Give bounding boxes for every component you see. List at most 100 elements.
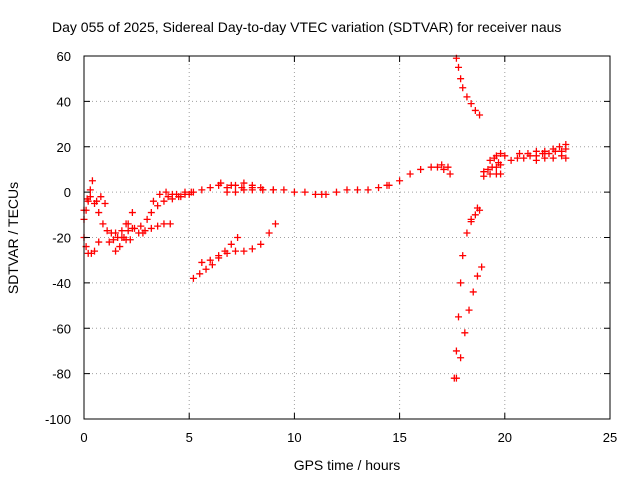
data-point: [311, 190, 319, 198]
data-point: [118, 227, 126, 235]
data-point: [433, 163, 441, 171]
data-point: [417, 165, 425, 173]
data-point: [364, 186, 372, 194]
data-point: [162, 188, 170, 196]
data-point: [484, 165, 492, 173]
data-point: [116, 243, 124, 251]
data-marks: [80, 54, 570, 382]
data-point: [240, 247, 248, 255]
x-tick-label: 5: [186, 430, 193, 445]
series-arc-13: [189, 234, 242, 282]
data-point: [457, 279, 465, 287]
data-point: [516, 150, 524, 158]
data-point: [507, 156, 515, 164]
data-point: [476, 111, 484, 119]
plot-frame: [83, 55, 611, 420]
data-point: [95, 238, 103, 246]
data-point: [234, 234, 242, 241]
data-point: [438, 161, 446, 169]
data-point: [301, 188, 309, 196]
data-point: [166, 220, 174, 228]
data-point: [189, 188, 197, 196]
series-arc-23: [480, 170, 505, 180]
series-arc-20: [452, 263, 486, 382]
series-arc-21: [467, 206, 484, 226]
data-point: [143, 215, 151, 223]
data-point: [198, 258, 206, 266]
data-point: [137, 222, 145, 230]
data-point: [231, 247, 239, 255]
data-point: [259, 186, 267, 194]
y-tick-label: -40: [52, 276, 71, 291]
data-point: [343, 186, 351, 194]
data-point: [354, 186, 362, 194]
data-point: [461, 329, 469, 337]
series-arc-16: [385, 161, 452, 189]
data-point: [497, 150, 505, 158]
data-point: [149, 197, 157, 205]
data-point: [109, 236, 117, 244]
data-point: [227, 181, 235, 189]
data-point: [444, 163, 452, 171]
data-point: [494, 159, 502, 167]
data-point: [427, 163, 435, 171]
data-point: [257, 240, 265, 248]
series-arc-15: [322, 181, 391, 198]
data-point: [545, 150, 553, 158]
data-point: [486, 170, 494, 178]
data-point: [189, 274, 197, 282]
data-point: [459, 252, 467, 260]
data-point: [322, 190, 330, 198]
data-point: [160, 220, 168, 228]
data-point: [486, 156, 494, 164]
data-point: [562, 154, 570, 162]
chart-title: Day 055 of 2025, Sidereal Day-to-day VTE…: [52, 19, 561, 35]
y-tick-label: 0: [64, 185, 71, 200]
data-point: [181, 188, 189, 196]
data-point: [497, 170, 505, 178]
data-point: [126, 236, 134, 244]
data-point: [215, 252, 223, 260]
data-point: [112, 247, 120, 255]
data-point: [473, 272, 481, 280]
data-point: [164, 193, 172, 201]
data-point: [202, 265, 210, 273]
series-arc-27: [516, 140, 570, 158]
grid-lines: [84, 56, 610, 419]
series-arc-04: [93, 193, 109, 207]
x-tick-label: 25: [603, 430, 617, 445]
data-point: [385, 181, 393, 189]
series-arc-18: [452, 54, 484, 119]
y-tick-label: 60: [57, 49, 71, 64]
data-point: [147, 224, 155, 232]
data-point: [139, 229, 147, 237]
data-point: [86, 186, 94, 194]
data-point: [173, 190, 181, 198]
data-point: [455, 63, 463, 71]
data-point: [549, 154, 557, 162]
y-tick-label: 20: [57, 140, 71, 155]
data-point: [452, 347, 460, 355]
data-point: [128, 209, 136, 217]
data-point: [467, 218, 475, 226]
data-point: [265, 229, 273, 237]
data-point: [471, 211, 479, 219]
data-point: [463, 93, 471, 101]
data-point: [227, 240, 235, 248]
data-point: [196, 270, 204, 278]
data-point: [154, 222, 162, 230]
data-point: [240, 179, 248, 187]
data-point: [99, 220, 107, 228]
data-point: [223, 188, 231, 196]
data-point: [105, 238, 113, 246]
data-point: [206, 184, 214, 192]
data-point: [124, 227, 132, 235]
y-axis-label: SDTVAR / TECUs: [5, 182, 21, 294]
series-arc-17: [433, 163, 454, 178]
data-point: [147, 209, 155, 217]
x-tick-label: 20: [498, 430, 512, 445]
data-point: [198, 186, 206, 194]
x-tick-label: 10: [287, 430, 301, 445]
data-point: [101, 199, 109, 207]
data-point: [465, 306, 473, 314]
